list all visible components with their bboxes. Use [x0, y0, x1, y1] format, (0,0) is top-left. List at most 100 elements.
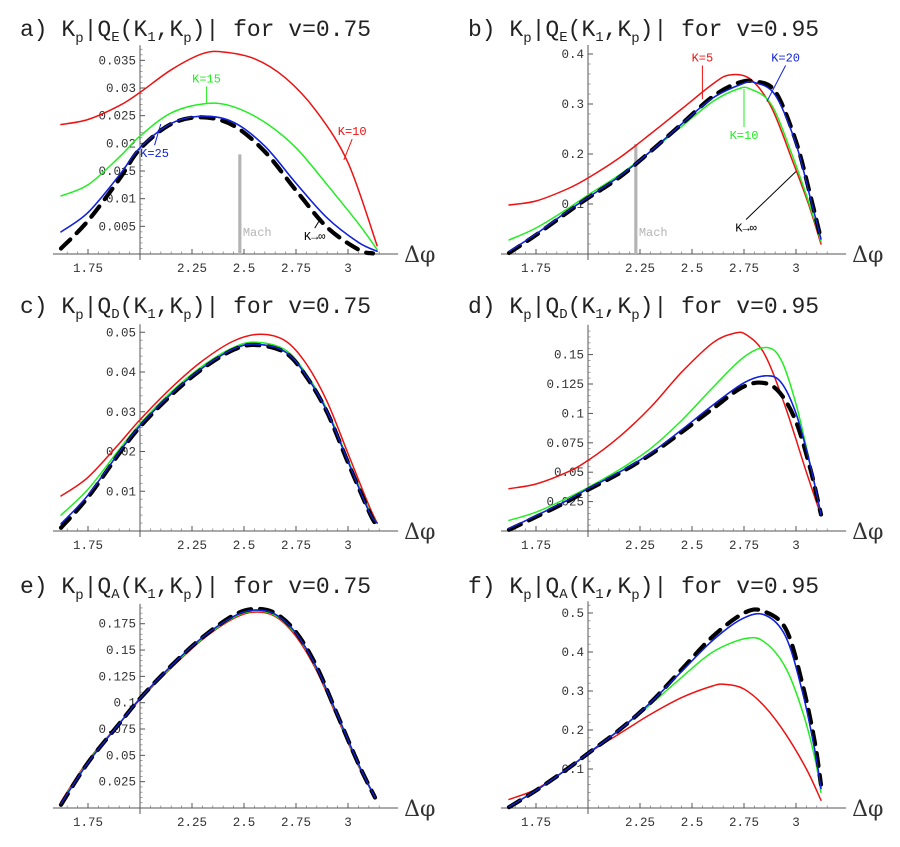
y-tick-label: 0.2 [561, 148, 584, 162]
annotation-label: K=25 [140, 147, 169, 161]
x-tick-label: 2.5 [681, 816, 704, 830]
y-tick-label: 0.075 [546, 437, 584, 451]
x-axis-label: Δφ [852, 797, 883, 822]
series-k-15 [60, 102, 378, 251]
y-tick-label: 0.125 [98, 670, 136, 684]
x-axis-label: Δφ [404, 520, 435, 545]
series-k-5 [508, 73, 822, 245]
panel-f-title: f) Kp|QA(K1,Kp)| for v=0.95 [468, 574, 819, 604]
x-tick-label: 1.75 [521, 262, 551, 276]
y-tick-label: 0.035 [98, 54, 136, 68]
x-tick-label: 1.75 [521, 539, 551, 553]
annotation-label: K→∞ [304, 230, 326, 244]
series-k-10 [60, 50, 378, 247]
annotation-label: K=10 [730, 129, 759, 143]
y-tick-label: 0.04 [106, 366, 136, 380]
y-tick-label: 0.175 [98, 618, 136, 632]
panel-e: e) Kp|QA(K1,Kp)| for v=0.75 1.75 2.25 2.5 2… [20, 574, 435, 830]
y-tick-label: 0.05 [106, 749, 136, 763]
panel-e-title: e) Kp|QA(K1,Kp)| for v=0.75 [20, 574, 371, 604]
y-tick-label: 0.5 [561, 607, 584, 621]
y-tick-label: 0.125 [546, 378, 584, 392]
x-tick-label: 2.5 [681, 539, 704, 553]
y-tick-label: 0.03 [106, 406, 136, 420]
panel-b: b) Kp|QE(K1,Kp)| for v=0.95 1.75 2.25 2.5 2… [468, 17, 883, 276]
mach-label: Mach [639, 226, 668, 240]
x-tick-label: 2.75 [281, 262, 311, 276]
x-tick-label: 2.25 [625, 816, 655, 830]
annotation-label: K=20 [771, 52, 800, 66]
x-axis-label: Δφ [404, 797, 435, 822]
x-tick-label: 2.25 [625, 539, 655, 553]
y-tick-label: 0.005 [98, 220, 136, 234]
annotation-label: K=15 [192, 72, 221, 86]
y-tick-label: 0.075 [98, 723, 136, 737]
y-tick-label: 0.025 [98, 110, 136, 124]
y-tick-label: 0.4 [561, 48, 584, 62]
panel-b-title: b) Kp|QE(K1,Kp)| for v=0.95 [468, 17, 819, 47]
x-tick-label: 1.75 [73, 539, 103, 553]
x-tick-label: 3 [792, 539, 800, 553]
series-k- [58, 115, 376, 256]
x-tick-label: 2.25 [177, 262, 207, 276]
series-k-5 [508, 683, 822, 801]
series-k-5 [508, 331, 822, 517]
x-tick-label: 2.75 [729, 816, 759, 830]
y-tick-label: 0.2 [561, 724, 584, 738]
x-tick-label: 1.75 [73, 816, 103, 830]
panel-d-title: d) Kp|QD(K1,Kp)| for v=0.95 [468, 294, 819, 324]
series-k-10 [60, 333, 378, 524]
x-axis-label: Δφ [852, 243, 883, 268]
x-tick-label: 2.5 [233, 816, 256, 830]
x-tick-label: 2.75 [281, 816, 311, 830]
y-tick-label: 0.3 [561, 685, 584, 699]
y-tick-label: 0.01 [106, 193, 136, 207]
series-k-10 [508, 636, 822, 808]
series-k-15 [60, 610, 376, 804]
x-tick-label: 2.25 [625, 262, 655, 276]
y-tick-label: 0.1 [561, 407, 584, 421]
x-tick-label: 2.25 [177, 539, 207, 553]
panel-d: d) Kp|QD(K1,Kp)| for v=0.95 1.75 2.25 2.5 2… [468, 294, 883, 553]
annotation-label: K=10 [338, 125, 367, 139]
annotation-label: K→∞ [735, 222, 757, 236]
y-tick-label: 0.01 [106, 485, 136, 499]
x-tick-label: 3 [344, 262, 352, 276]
panel-f: f) Kp|QA(K1,Kp)| for v=0.95 1.75 2.25 2.5 2… [468, 574, 883, 830]
series-k-10 [508, 86, 822, 243]
y-tick-label: 0.03 [106, 82, 136, 96]
x-tick-label: 2.25 [177, 816, 207, 830]
y-tick-label: 0.15 [554, 349, 584, 363]
series-k-10 [508, 346, 822, 522]
panel-c: c) Kp|QD(K1,Kp)| for v=0.75 1.75 2.25 2.5 2… [20, 294, 435, 553]
x-tick-label: 2.75 [729, 539, 759, 553]
y-tick-label: 0.3 [561, 98, 584, 112]
x-tick-label: 3 [344, 816, 352, 830]
x-tick-label: 2.5 [233, 262, 256, 276]
x-tick-label: 2.5 [233, 539, 256, 553]
x-tick-label: 3 [792, 262, 800, 276]
series-k-10 [60, 611, 376, 803]
panel-c-title: c) Kp|QD(K1,Kp)| for v=0.75 [20, 294, 371, 324]
x-axis-label: Δφ [404, 243, 435, 268]
x-tick-label: 2.75 [281, 539, 311, 553]
x-tick-label: 1.75 [73, 262, 103, 276]
panel-a: a) Kp|QE(K1,Kp)| for v=0.75 1.75 2.25 2.5 2… [20, 17, 435, 276]
x-tick-label: 1.75 [521, 816, 551, 830]
y-tick-label: 0.15 [106, 644, 136, 658]
panel-a-title: a) Kp|QE(K1,Kp)| for v=0.75 [20, 17, 371, 47]
x-tick-label: 2.75 [729, 262, 759, 276]
x-tick-label: 3 [344, 539, 352, 553]
y-tick-label: 0.025 [98, 776, 136, 790]
x-axis-label: Δφ [852, 520, 883, 545]
x-tick-label: 2.5 [681, 262, 704, 276]
y-tick-label: 0.05 [554, 466, 584, 480]
x-tick-label: 3 [792, 816, 800, 830]
annotation-label: K=5 [692, 52, 714, 66]
mach-label: Mach [243, 226, 272, 240]
y-tick-label: 0.4 [561, 646, 584, 660]
series-k- [506, 380, 824, 532]
y-tick-label: 0.05 [106, 326, 136, 340]
series-k- [506, 78, 824, 256]
